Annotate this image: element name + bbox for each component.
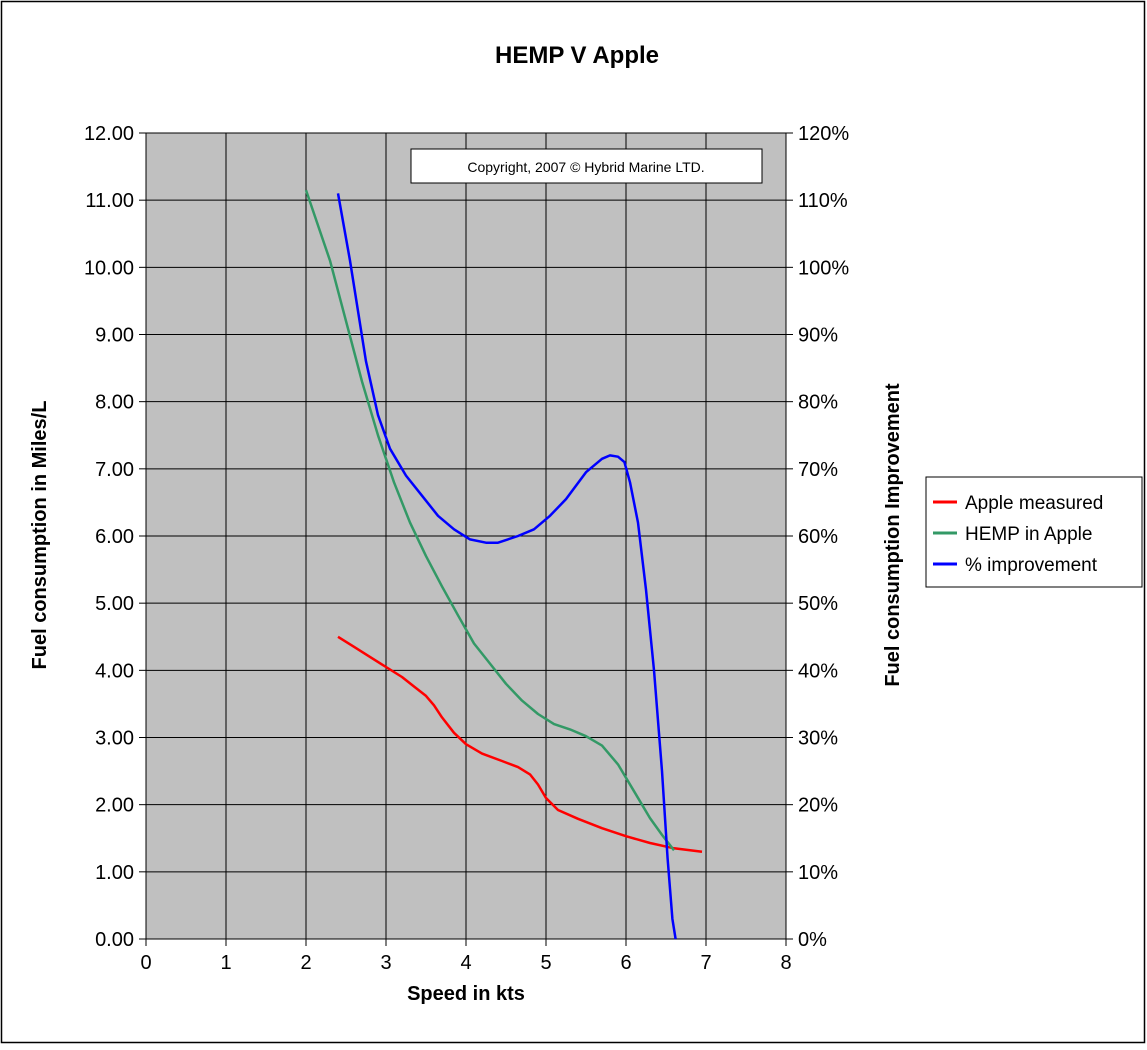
y2-tick-label: 60% [798, 526, 838, 548]
x-tick-label: 2 [300, 952, 311, 974]
y2-tick-label: 90% [798, 325, 838, 347]
y-axis-title: Fuel consumption in Miles/L [29, 401, 51, 670]
y-tick-label: 12.00 [84, 123, 134, 145]
y2-tick-label: 70% [798, 459, 838, 481]
legend-label-hemp-in-apple: HEMP in Apple [965, 524, 1092, 545]
legend: Apple measured HEMP in Apple % improvement [925, 476, 1143, 588]
x-tick-label: 7 [700, 952, 711, 974]
y2-axis-title: Fuel consumption Improvement [882, 383, 904, 687]
y-tick-label: 3.00 [95, 728, 134, 750]
annotation-box [410, 148, 763, 184]
y2-tick-label: 50% [798, 593, 838, 615]
y2-tick-label: 10% [798, 862, 838, 884]
legend-box [925, 476, 1143, 588]
y-tick-label: 7.00 [95, 459, 134, 481]
legend-items: Apple measured HEMP in Apple % improvement [933, 493, 1103, 576]
x-tick-label: 1 [220, 952, 231, 974]
copyright-annotation: Copyright, 2007 © Hybrid Marine LTD. [410, 148, 763, 184]
y2-tick-label: 40% [798, 660, 838, 682]
series-line-apple-measured [337, 635, 703, 853]
y-tick-label: 0.00 [95, 929, 134, 951]
y-tick-label: 10.00 [84, 257, 134, 279]
y-tick-label: 9.00 [95, 325, 134, 347]
y-tick-labels: 0.00 1.00 2.00 3.00 4.00 5.00 6.00 7.00 8.00 9.00… [84, 123, 134, 951]
y2-tick-label: 120% [798, 123, 849, 145]
y-tick-label: 6.00 [95, 526, 134, 548]
x-tick-labels: 0 1 2 3 4 5 6 7 8 [140, 952, 791, 974]
x-tick-label: 6 [620, 952, 631, 974]
y-tick-label: 11.00 [85, 190, 134, 212]
x-tick-label: 4 [460, 952, 471, 974]
y2-tick-label: 30% [798, 728, 838, 750]
annotation-text: Copyright, 2007 © Hybrid Marine LTD. [467, 159, 704, 175]
y2-tick-labels: 0% 10% 20% 30% 40% 50% 60% 70% 80% 90% 100% 110% 120… [798, 123, 849, 951]
legend-label-apple-measured: Apple measured [965, 493, 1103, 514]
y2-tick-label: 80% [798, 392, 838, 414]
x-axis-title: Speed in kts [407, 983, 525, 1005]
x-tick-label: 0 [140, 952, 151, 974]
y2-tick-label: 20% [798, 795, 838, 817]
y-tick-label: 2.00 [95, 795, 134, 817]
legend-label-improvement: % improvement [965, 555, 1098, 576]
grid-layer [139, 132, 793, 946]
series-line-hemp-in-apple [304, 189, 675, 852]
series-line-improvement [336, 193, 677, 940]
y-tick-label: 5.00 [95, 593, 134, 615]
y-tick-label: 8.00 [95, 392, 134, 414]
x-tick-label: 5 [540, 952, 551, 974]
y2-tick-label: 100% [798, 257, 849, 279]
chart-title: HEMP V Apple [495, 42, 659, 69]
x-tick-label: 8 [780, 952, 791, 974]
y-tick-label: 1.00 [95, 862, 134, 884]
y-tick-label: 4.00 [95, 660, 134, 682]
x-tick-label: 3 [380, 952, 391, 974]
series-layer [304, 189, 703, 940]
y2-tick-label: 0% [798, 929, 827, 951]
y2-tick-label: 110% [798, 190, 848, 212]
